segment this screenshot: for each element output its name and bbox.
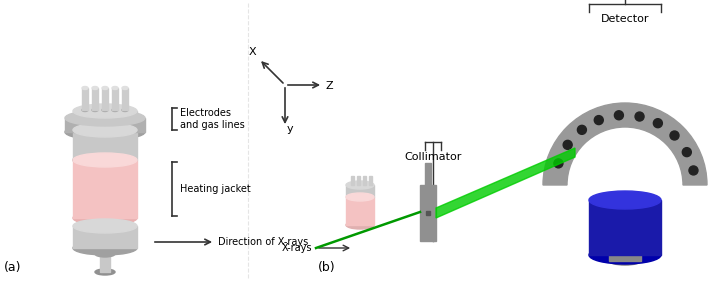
Bar	[368, 176, 372, 185]
Bar	[426, 211, 430, 215]
Circle shape	[683, 148, 691, 157]
Text: Electrodes
and gas lines: Electrodes and gas lines	[180, 108, 245, 130]
Circle shape	[594, 116, 603, 125]
Ellipse shape	[346, 221, 374, 229]
Circle shape	[563, 140, 572, 149]
Ellipse shape	[609, 257, 641, 265]
Ellipse shape	[65, 110, 145, 126]
Ellipse shape	[346, 181, 374, 189]
Ellipse shape	[95, 269, 115, 275]
Ellipse shape	[73, 112, 137, 126]
Wedge shape	[543, 103, 707, 185]
Circle shape	[653, 119, 663, 128]
Bar	[425, 163, 431, 185]
Text: X: X	[249, 47, 257, 57]
Text: Heating jacket: Heating jacket	[180, 184, 251, 194]
Ellipse shape	[73, 123, 137, 137]
Ellipse shape	[122, 109, 128, 111]
Ellipse shape	[589, 191, 661, 209]
Bar	[100, 254, 110, 272]
Bar	[92, 88, 98, 110]
Ellipse shape	[82, 109, 88, 111]
Polygon shape	[436, 148, 575, 218]
Ellipse shape	[73, 104, 137, 118]
Bar	[122, 88, 128, 110]
Bar	[589, 200, 661, 255]
Circle shape	[614, 111, 624, 120]
Ellipse shape	[92, 87, 98, 89]
Bar	[346, 197, 374, 225]
Circle shape	[635, 112, 644, 121]
Ellipse shape	[112, 87, 118, 89]
Text: Detector: Detector	[601, 14, 649, 24]
Text: Z: Z	[325, 81, 333, 91]
Ellipse shape	[73, 211, 137, 225]
Bar	[363, 176, 365, 185]
Text: Direction of X-rays: Direction of X-rays	[218, 237, 309, 247]
Ellipse shape	[102, 109, 108, 111]
Ellipse shape	[92, 109, 98, 111]
Ellipse shape	[65, 124, 145, 140]
Ellipse shape	[122, 87, 128, 89]
Circle shape	[577, 125, 587, 134]
Bar	[73, 111, 137, 119]
Circle shape	[689, 166, 698, 175]
Text: (b): (b)	[318, 261, 336, 274]
Bar	[82, 88, 88, 110]
Bar	[73, 226, 137, 248]
Ellipse shape	[102, 87, 108, 89]
Ellipse shape	[73, 219, 137, 233]
Text: X-rays: X-rays	[282, 243, 312, 253]
Ellipse shape	[112, 109, 118, 111]
Circle shape	[554, 159, 563, 168]
Bar	[351, 176, 353, 185]
Bar	[65, 118, 145, 132]
Bar	[73, 160, 137, 218]
Text: y: y	[287, 124, 294, 134]
Text: (a): (a)	[4, 261, 21, 274]
Ellipse shape	[95, 251, 115, 257]
Bar	[112, 88, 118, 110]
Bar	[609, 247, 641, 261]
Text: Collimator: Collimator	[405, 152, 461, 162]
Ellipse shape	[73, 241, 137, 255]
Ellipse shape	[589, 246, 661, 264]
Ellipse shape	[73, 153, 137, 167]
Bar	[346, 185, 374, 197]
Bar	[73, 130, 137, 160]
Ellipse shape	[346, 193, 374, 201]
Bar	[356, 176, 360, 185]
Bar	[102, 88, 108, 110]
Bar	[420, 185, 436, 241]
Ellipse shape	[82, 87, 88, 89]
Ellipse shape	[73, 153, 137, 167]
Circle shape	[670, 131, 679, 140]
